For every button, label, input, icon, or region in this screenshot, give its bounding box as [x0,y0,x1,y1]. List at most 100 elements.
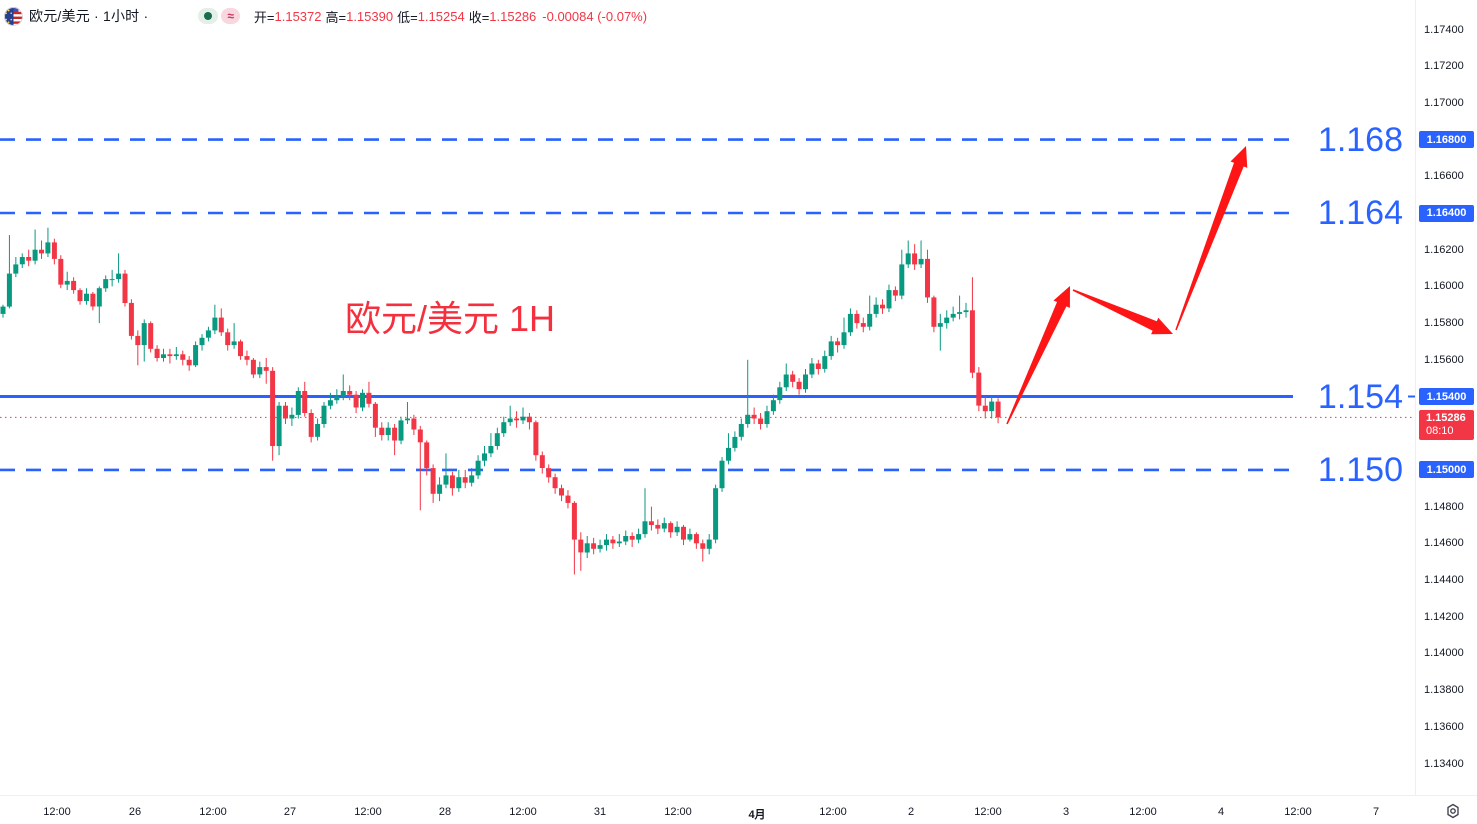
candle [925,258,930,298]
time-tick: 2 [907,806,915,818]
last-price-badge: 1.15286 08:10 [1419,410,1474,441]
candle [604,539,609,546]
candle [71,280,77,291]
candle [372,403,378,428]
candle [270,370,276,446]
candle [880,304,885,309]
candle [520,416,526,421]
candle [430,468,436,494]
candle [231,341,237,346]
candle [0,306,6,314]
candle [84,293,89,301]
candle [456,477,462,489]
candle [873,304,879,314]
candle [475,460,481,476]
time-tick: 7 [1372,806,1380,818]
candle [969,310,975,373]
candle [13,264,19,274]
candle [347,391,353,395]
price-tick: 1.15600 [1424,353,1464,366]
candle [148,323,154,349]
candle [385,427,391,435]
candle [392,427,398,441]
candle [584,543,590,553]
axis-settings-icon[interactable] [1444,802,1462,824]
candle [263,367,269,371]
price-tick: 1.14400 [1424,574,1464,586]
time-axis-border [0,795,1477,796]
candle [58,258,64,285]
time-tick: 28 [438,806,452,818]
candle [494,433,500,446]
time-tick: 4 [1217,806,1225,818]
candle [507,418,513,423]
candle [96,288,102,307]
candle [449,475,455,489]
candle [693,534,699,544]
candle [6,273,12,307]
candle [764,411,770,424]
candle [128,302,134,336]
candle [995,401,1001,418]
candle [796,381,802,390]
chart-annotation-label[interactable]: 欧元/美元 1H [345,298,556,339]
candle [327,400,333,406]
candle [90,293,96,307]
candle [116,273,122,280]
price-tick: 1.13600 [1424,720,1464,733]
candle [462,477,468,483]
candle [828,341,834,357]
candle [745,414,751,424]
price-tick: 1.14600 [1424,537,1464,550]
candle [443,475,449,485]
candle [591,543,597,549]
candle [173,354,179,357]
candle [687,534,693,540]
candle [315,424,321,437]
price-tick: 1.14000 [1424,647,1464,660]
candle [957,312,963,314]
price-tick: 1.17000 [1424,96,1464,109]
candle [809,363,815,375]
candle [655,524,661,529]
candle [770,400,776,412]
time-tick: 12:00 [43,806,71,818]
candle [379,427,385,435]
ohlc-readout: 开= 1.15372 高= 1.15390 低= 1.15254 收= 1.15286 … [253,8,648,25]
trend-projection-arrow[interactable] [1175,146,1248,331]
price-tick: 1.17400 [1424,23,1464,36]
time-tick: 31 [593,806,607,818]
candle [334,396,340,401]
price-tick: 1.14800 [1424,500,1464,513]
candle [552,477,558,489]
candle [257,367,263,375]
candle [886,290,892,309]
trend-projection-arrow[interactable] [1006,286,1070,425]
price-tick: 1.17200 [1424,60,1464,73]
candle [892,290,898,296]
approx-data-badge[interactable]: ≈ [221,8,240,24]
price-tick: 1.15800 [1424,317,1464,330]
time-tick: 12:00 [509,806,537,818]
candle [77,290,83,302]
candle [212,317,218,331]
symbol-title[interactable]: 欧元/美元 · 1小时 · [29,8,149,24]
candle [815,363,821,369]
candle [469,475,475,483]
candle [488,446,494,454]
candle [64,280,70,285]
candle [835,341,841,346]
candle [726,447,731,461]
trend-projection-arrow[interactable] [1072,289,1173,335]
candle [751,414,757,419]
candle [405,418,410,421]
candle [514,418,520,421]
market-status-badge[interactable] [198,8,219,24]
chart-header: 欧元/美元 · 1小时 · ≈ 开= 1.15372 高= 1.15390 低= 1.… [4,5,647,27]
candle [661,523,667,529]
candle [700,543,706,549]
change-value: -0.00084 (-0.07%) [542,8,648,24]
candle [616,541,622,544]
price-tick: 1.13400 [1424,757,1464,770]
